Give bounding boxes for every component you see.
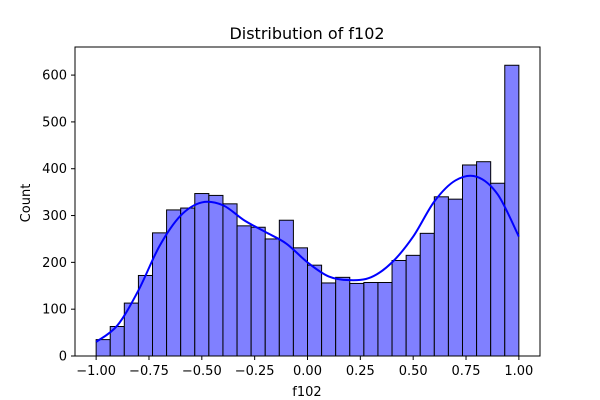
histogram-bar [236, 225, 252, 357]
bars-group [95, 64, 520, 357]
histogram-bar [391, 259, 407, 357]
x-tick-label: −1.00 [76, 364, 116, 379]
y-tick-label: 400 [42, 162, 67, 177]
y-axis-label: Count [19, 184, 34, 223]
x-tick-label: −0.75 [129, 364, 169, 379]
x-axis-ticks: −1.00 −0.75 −0.50 −0.25 0.00 0.25 0.50 0.75 1.00 [76, 356, 533, 379]
x-axis-label: f102 [292, 385, 321, 400]
histogram-bar [349, 282, 365, 357]
histogram-bar [335, 276, 351, 357]
histogram-bar [377, 281, 393, 357]
kde-curve [95, 174, 520, 343]
histogram-bar [152, 232, 168, 357]
y-tick-label: 300 [42, 209, 67, 224]
y-tick-label: 200 [42, 256, 67, 271]
histogram-bar [292, 247, 308, 357]
x-tick-label: −0.25 [235, 364, 275, 379]
histogram-bar [95, 339, 111, 357]
y-tick-label: 0 [59, 350, 67, 365]
y-axis-ticks: 0 100 200 300 400 500 600 [42, 69, 75, 365]
histogram-bar [363, 281, 379, 357]
x-tick-label: 0.75 [452, 364, 481, 379]
y-tick-label: 600 [42, 69, 67, 84]
x-tick-label: 0.00 [293, 364, 322, 379]
histogram-bar [180, 207, 196, 357]
histogram-bar [194, 193, 210, 357]
x-tick-label: 0.25 [346, 364, 375, 379]
histogram-bar [476, 161, 492, 357]
histogram-bar [208, 194, 224, 357]
histogram-bar [433, 196, 449, 357]
histogram-bar [419, 232, 435, 357]
x-tick-label: 0.50 [399, 364, 428, 379]
y-tick-label: 500 [42, 115, 67, 130]
histogram-bar [250, 226, 266, 357]
histogram-bar [222, 203, 238, 357]
histogram-bar [264, 238, 280, 357]
y-tick-label: 100 [42, 303, 67, 318]
histogram-bar [461, 164, 478, 357]
histogram-bar [447, 198, 463, 357]
histogram-bar [307, 264, 323, 357]
histogram-bar [490, 182, 506, 357]
x-tick-label: 1.00 [504, 364, 533, 379]
x-tick-label: −0.50 [182, 364, 222, 379]
histogram-bar [405, 254, 421, 357]
histogram-bar [321, 282, 337, 357]
chart-title: Distribution of f102 [229, 24, 384, 43]
